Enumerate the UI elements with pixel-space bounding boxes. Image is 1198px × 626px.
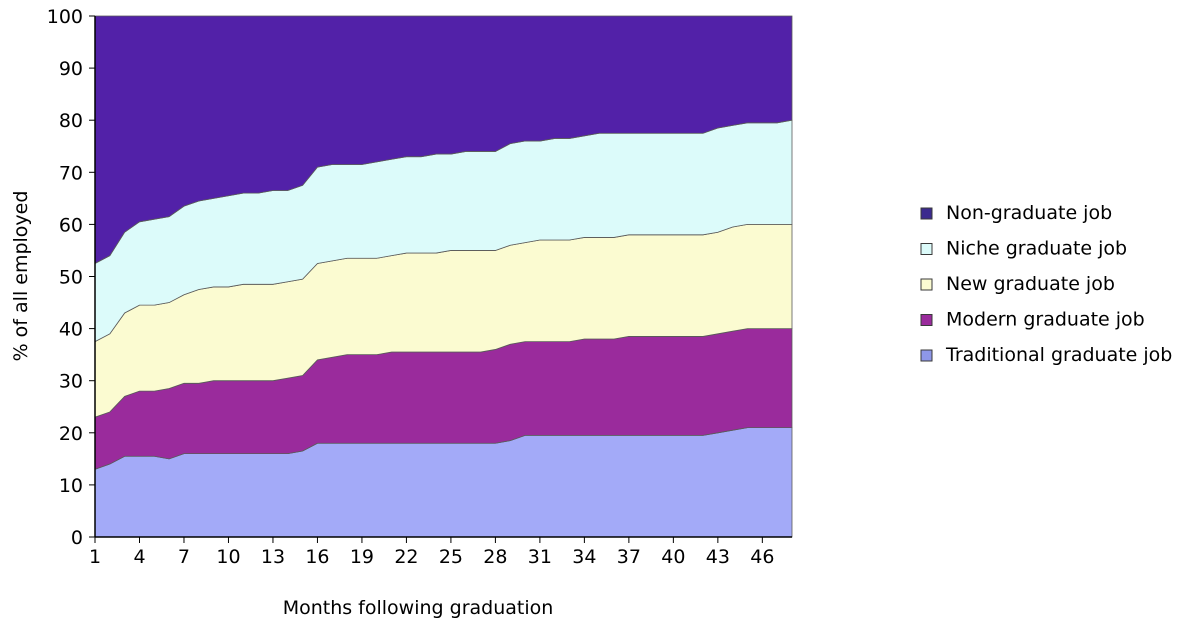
legend-item-new-graduate-job: New graduate job xyxy=(920,273,1115,295)
legend-label: New graduate job xyxy=(946,273,1115,295)
legend-label: Traditional graduate job xyxy=(945,344,1172,366)
y-tick-group: 0 10 20 30 40 50 60 70 80 90 100 xyxy=(47,6,95,549)
legend-item-non-graduate-job: Non-graduate job xyxy=(920,202,1112,224)
legend-item-niche-graduate-job: Niche graduate job xyxy=(920,238,1127,260)
x-tick-label: 10 xyxy=(216,546,240,568)
y-tick-label: 90 xyxy=(59,58,83,80)
legend-swatch xyxy=(920,207,933,220)
x-tick-label: 25 xyxy=(439,546,463,568)
x-tick-group: 1 4 7 10 13 16 19 22 25 28 31 34 37 40 43 46 xyxy=(89,537,774,568)
x-tick-label: 13 xyxy=(261,546,285,568)
legend-label: Modern graduate job xyxy=(946,309,1145,331)
x-tick-label: 22 xyxy=(394,546,418,568)
y-tick-label: 80 xyxy=(59,110,83,132)
y-tick-label: 0 xyxy=(71,527,83,549)
x-tick-label: 31 xyxy=(528,546,552,568)
x-tick-label: 28 xyxy=(483,546,507,568)
y-tick-label: 60 xyxy=(59,214,83,236)
y-tick-label: 50 xyxy=(59,267,83,289)
legend-label: Niche graduate job xyxy=(946,238,1127,260)
y-axis-title: % of all employed xyxy=(10,191,32,362)
x-tick-label: 46 xyxy=(750,546,774,568)
y-tick-label: 20 xyxy=(59,423,83,445)
x-tick-label: 1 xyxy=(89,546,101,568)
x-tick-label: 4 xyxy=(133,546,145,568)
x-tick-label: 16 xyxy=(305,546,329,568)
legend-swatch xyxy=(920,278,933,291)
y-tick-label: 40 xyxy=(59,319,83,341)
y-tick-label: 30 xyxy=(59,371,83,393)
x-tick-label: 43 xyxy=(706,546,730,568)
x-tick-label: 34 xyxy=(572,546,596,568)
y-tick-label: 10 xyxy=(59,475,83,497)
x-axis-title: Months following graduation xyxy=(283,597,554,619)
legend-swatch xyxy=(920,349,933,362)
legend-item-modern-graduate-job: Modern graduate job xyxy=(920,309,1145,331)
legend-label: Non-graduate job xyxy=(946,202,1112,224)
area-non-graduate-job xyxy=(94,15,793,265)
y-tick-label: 100 xyxy=(47,6,83,28)
x-tick-label: 37 xyxy=(617,546,641,568)
x-tick-label: 40 xyxy=(661,546,685,568)
x-tick-label: 7 xyxy=(178,546,190,568)
legend: Non-graduate job Niche graduate job New gr… xyxy=(920,202,1172,366)
legend-item-traditional-graduate-job: Traditional graduate job xyxy=(920,344,1172,366)
y-tick-label: 70 xyxy=(59,162,83,184)
area-series-group xyxy=(94,15,793,538)
legend-swatch xyxy=(920,243,933,255)
x-tick-label: 19 xyxy=(350,546,374,568)
legend-swatch xyxy=(920,314,933,326)
